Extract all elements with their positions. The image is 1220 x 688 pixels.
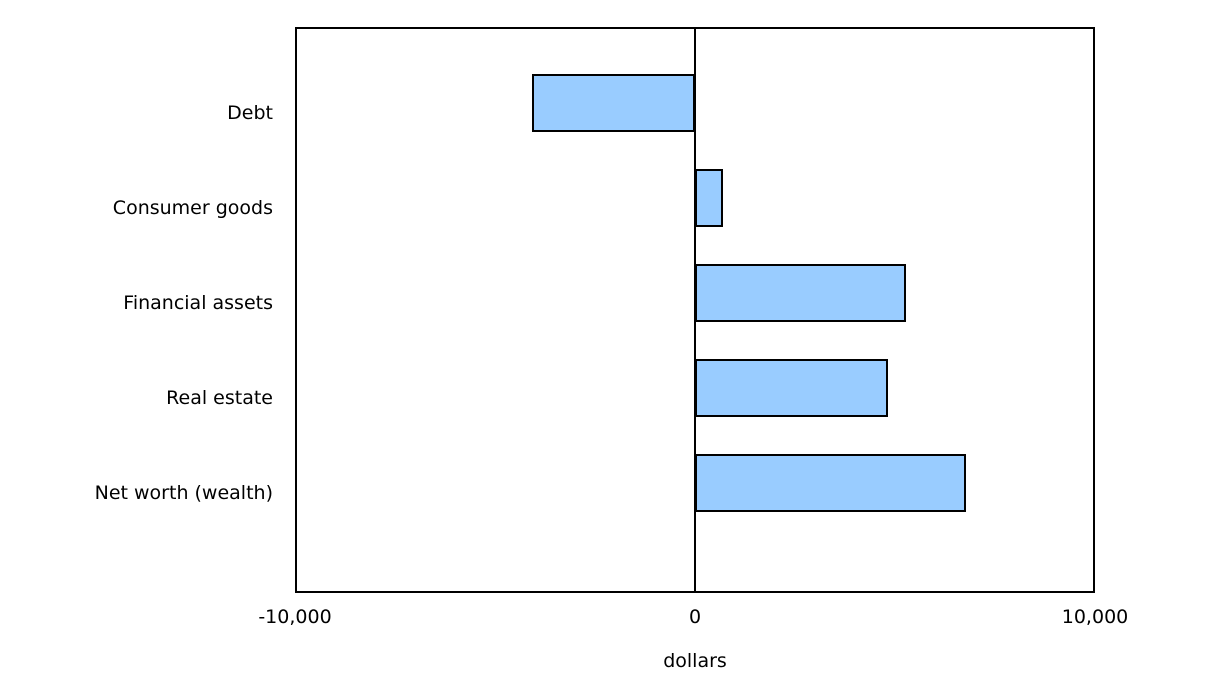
x-axis-label: dollars xyxy=(663,650,727,672)
x-tick-label-1: 0 xyxy=(688,606,702,628)
x-tick-label-0: -10,000 xyxy=(258,606,332,628)
category-label-net-worth-wealth: Net worth (wealth) xyxy=(94,482,273,504)
bar-debt xyxy=(531,74,695,132)
bar-net-worth-wealth xyxy=(695,454,966,512)
bar-real-estate xyxy=(695,359,889,417)
bar-consumer-goods xyxy=(695,169,723,227)
category-label-financial-assets: Financial assets xyxy=(123,292,273,314)
category-label-consumer-goods: Consumer goods xyxy=(112,197,273,219)
x-tick-label-2: 10,000 xyxy=(1061,606,1129,628)
plot-area xyxy=(295,27,1095,593)
bar-financial-assets xyxy=(695,264,906,322)
category-label-debt: Debt xyxy=(227,102,273,124)
category-label-real-estate: Real estate xyxy=(166,387,273,409)
